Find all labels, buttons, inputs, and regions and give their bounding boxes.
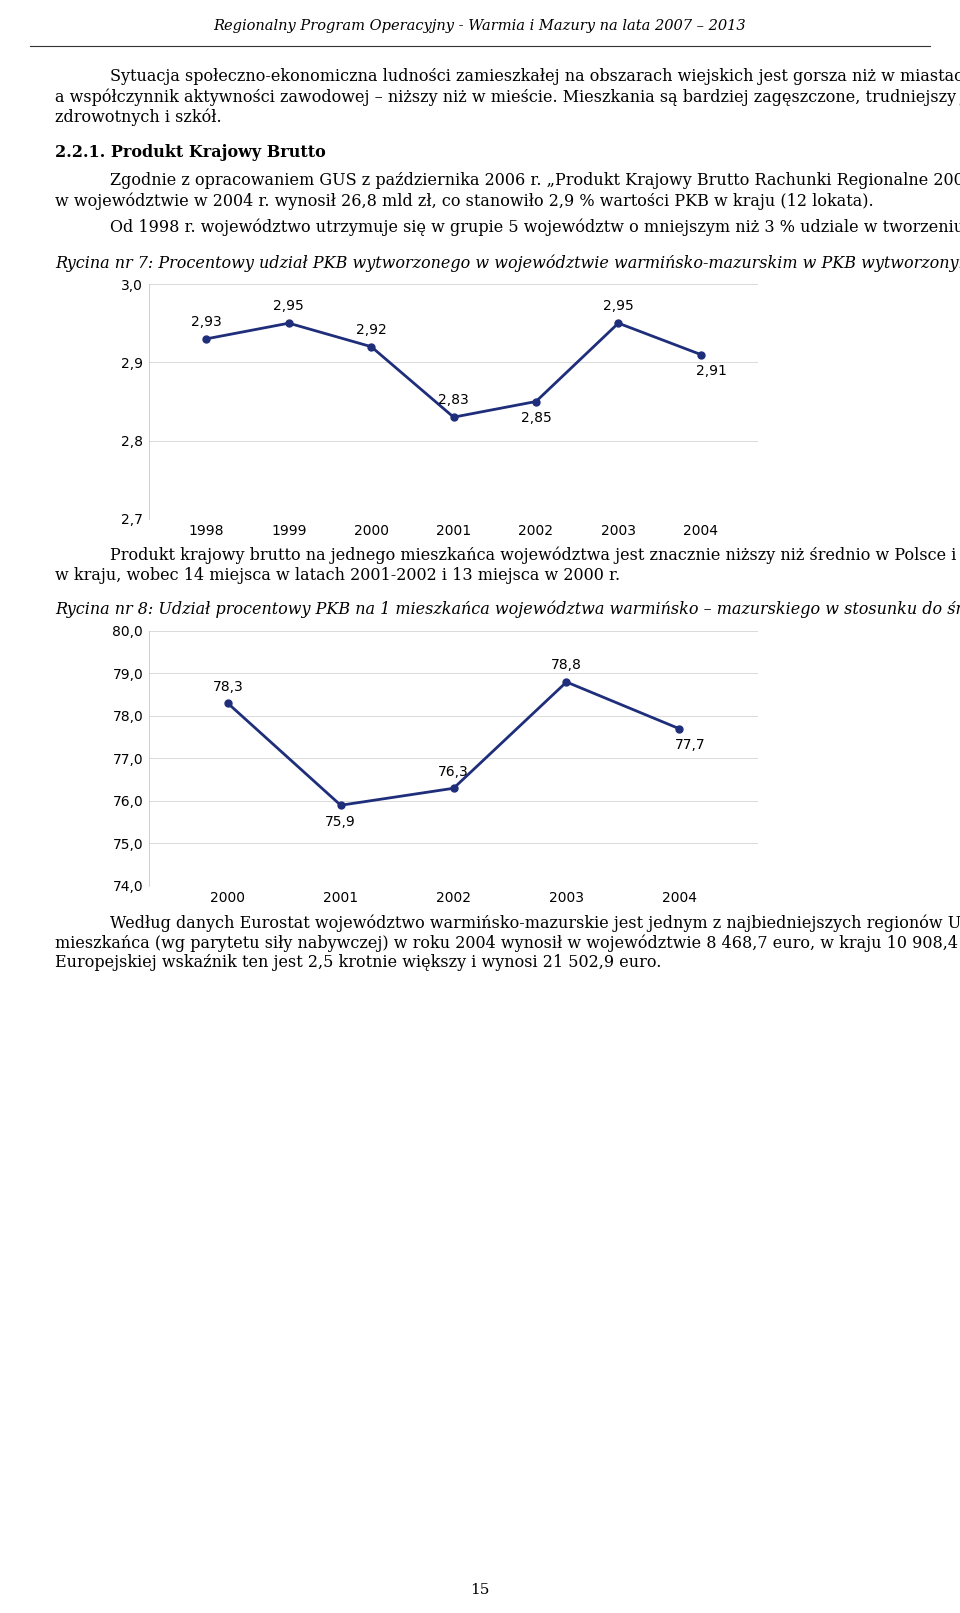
Text: 78,3: 78,3 [212, 679, 243, 694]
Text: w kraju, wobec 14 miejsca w latach 2001-2002 i 13 miejsca w 2000 r.: w kraju, wobec 14 miejsca w latach 2001-… [55, 568, 620, 584]
Text: Od 1998 r. województwo utrzymuje się w grupie 5 województw o mniejszym niż 3 % u: Od 1998 r. województwo utrzymuje się w g… [110, 218, 960, 235]
Text: zdrowotnych i szkół.: zdrowotnych i szkół. [55, 108, 222, 126]
Text: a współczynnik aktywności zawodowej – niższy niż w mieście. Mieszkania są bardzi: a współczynnik aktywności zawodowej – ni… [55, 89, 960, 105]
Text: w województwie w 2004 r. wynosił 26,8 mld zł, co stanowiło 2,9 % wartości PKB w : w województwie w 2004 r. wynosił 26,8 ml… [55, 192, 874, 210]
Text: Według danych Eurostat województwo warmińsko-mazurskie jest jednym z najbiedniej: Według danych Eurostat województwo warmi… [110, 915, 960, 931]
Text: Rycina nr 8: Udział procentowy PKB na 1 mieszkańca województwa warmińsko – mazur: Rycina nr 8: Udział procentowy PKB na 1 … [55, 602, 960, 618]
Text: 15: 15 [470, 1582, 490, 1597]
Text: 2,91: 2,91 [696, 365, 728, 377]
Text: 2,95: 2,95 [274, 300, 304, 313]
Text: 2,93: 2,93 [191, 315, 222, 329]
Text: 2,85: 2,85 [520, 411, 551, 426]
Text: Sytuacja społeczno-ekonomiczna ludności zamieszkałej na obszarach wiejskich jest: Sytuacja społeczno-ekonomiczna ludności … [110, 68, 960, 85]
Text: 75,9: 75,9 [325, 815, 356, 829]
Text: Regionalny Program Operacyjny - Warmia i Mazury na lata 2007 – 2013: Regionalny Program Operacyjny - Warmia i… [214, 19, 746, 32]
Text: 2,95: 2,95 [603, 300, 634, 313]
Text: Produkt krajowy brutto na jednego mieszkańca województwa jest znacznie niższy ni: Produkt krajowy brutto na jednego mieszk… [110, 547, 960, 565]
Text: mieszkańca (wg parytetu siły nabywczej) w roku 2004 wynosił w województwie 8 468: mieszkańca (wg parytetu siły nabywczej) … [55, 934, 960, 952]
Text: Europejskiej wskaźnik ten jest 2,5 krotnie większy i wynosi 21 502,9 euro.: Europejskiej wskaźnik ten jest 2,5 krotn… [55, 953, 661, 971]
Text: Rycina nr 7: Procentowy udział PKB wytworzonego w województwie warmińsko-mazursk: Rycina nr 7: Procentowy udział PKB wytwo… [55, 253, 960, 271]
Text: 2,92: 2,92 [356, 323, 387, 337]
Text: 77,7: 77,7 [675, 739, 706, 753]
Text: 78,8: 78,8 [551, 658, 582, 673]
Text: 2,83: 2,83 [438, 394, 469, 408]
Text: Zgodnie z opracowaniem GUS z października 2006 r. „Produkt Krajowy Brutto Rachun: Zgodnie z opracowaniem GUS z październik… [110, 173, 960, 189]
Text: 2.2.1. Produkt Krajowy Brutto: 2.2.1. Produkt Krajowy Brutto [55, 144, 325, 161]
Text: 76,3: 76,3 [438, 765, 469, 779]
